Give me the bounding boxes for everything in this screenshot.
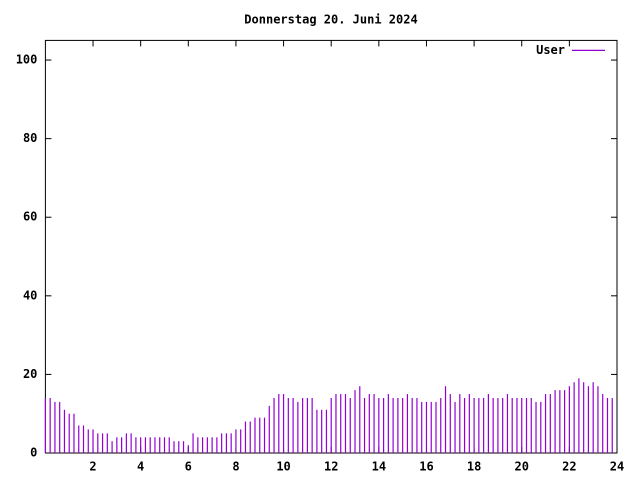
x-tick-label: 14 [372,460,386,474]
y-tick-label: 0 [30,446,37,460]
y-tick-label: 100 [16,53,38,67]
x-tick-label: 20 [515,460,529,474]
legend-label: User [536,43,565,57]
x-tick-label: 16 [419,460,433,474]
x-tick-label: 12 [324,460,338,474]
chart-title: Donnerstag 20. Juni 2024 [244,13,417,27]
x-tick-label: 6 [185,460,192,474]
x-tick-label: 4 [137,460,144,474]
x-tick-label: 18 [467,460,481,474]
y-tick-label: 60 [23,210,37,224]
x-tick-label: 10 [276,460,290,474]
y-tick-label: 20 [23,367,37,381]
plot-border [44,39,618,454]
x-tick-label: 22 [562,460,576,474]
y-tick-label: 80 [23,131,37,145]
x-tick-label: 8 [232,460,239,474]
x-tick-label: 24 [610,460,624,474]
y-tick-label: 40 [23,288,37,302]
x-tick-label: 2 [89,460,96,474]
